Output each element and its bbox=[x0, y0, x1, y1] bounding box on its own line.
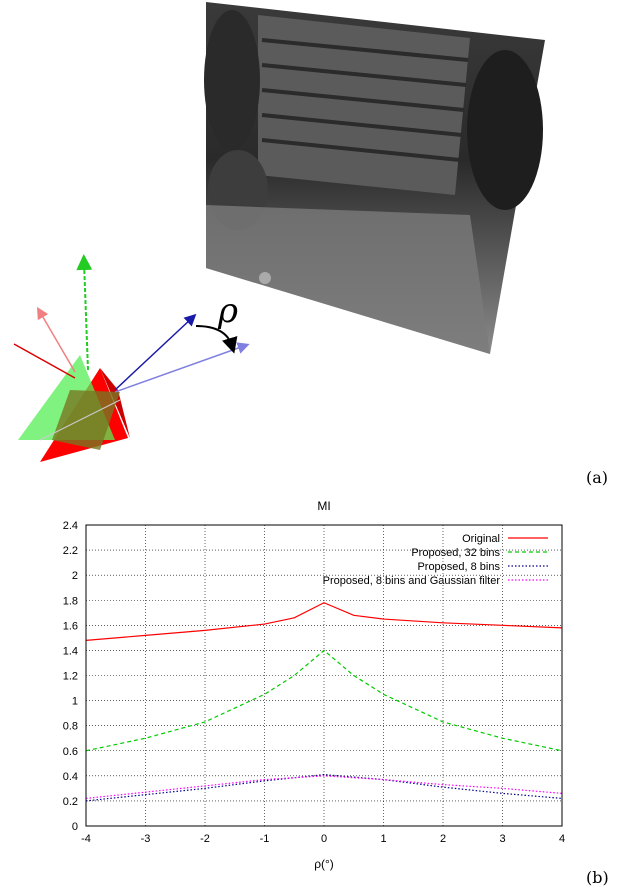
tick-labels: -4 -3 -2 -1 0 1 2 3 4 0 0.2 0.4 0.6 0.8 1 1.2 1.4 1.6 1.8 2… bbox=[63, 520, 565, 845]
y-tick-label: 1.6 bbox=[63, 620, 78, 632]
camera-scene-illustration: ρ bbox=[13, 2, 545, 462]
x-tick-label: 0 bbox=[321, 833, 327, 845]
y-tick-label: 1.4 bbox=[63, 645, 78, 657]
axis-pink bbox=[36, 306, 76, 373]
rotation-symbol: ρ bbox=[217, 291, 238, 331]
y-tick-label: 1 bbox=[72, 696, 78, 708]
x-tick-label: -3 bbox=[141, 833, 151, 845]
y-tick-label: 1.8 bbox=[63, 595, 78, 607]
series-line-1 bbox=[85, 649, 563, 752]
y-tick-label: 2.2 bbox=[63, 545, 78, 557]
x-tick-label: -2 bbox=[200, 833, 210, 845]
legend-label: Original bbox=[462, 533, 500, 545]
mi-chart: MI -4 -3 -2 -1 0 1 2 3 4 0 0.2 0.4 0.6 0.8 1 1.2 1.4 1.6 1… bbox=[63, 499, 565, 871]
y-tick-label: 0 bbox=[72, 821, 78, 833]
x-axis-label: ρ(°) bbox=[314, 857, 334, 871]
y-tick-label: 0.8 bbox=[63, 721, 78, 733]
axis-lightblue-rotated bbox=[114, 342, 250, 393]
panel-b-label: (b) bbox=[586, 868, 609, 887]
legend-label: Proposed, 32 bins bbox=[411, 547, 500, 559]
x-tick-label: 1 bbox=[380, 833, 386, 845]
legend-label: Proposed, 8 bins and Gaussian filter bbox=[323, 575, 501, 587]
panel-a-label: (a) bbox=[586, 468, 609, 487]
axis-green-vertical bbox=[76, 254, 93, 371]
y-tick-label: 1.2 bbox=[63, 671, 78, 683]
y-tick-label: 0.2 bbox=[63, 796, 78, 808]
series-line-2 bbox=[85, 773, 563, 802]
rotation-arc-icon bbox=[195, 325, 238, 354]
y-tick-label: 0.4 bbox=[63, 771, 78, 783]
legend: Original Proposed, 32 bins Proposed, 8 bin… bbox=[323, 533, 548, 587]
legend-label: Proposed, 8 bins bbox=[417, 561, 500, 573]
x-tick-label: -4 bbox=[81, 833, 91, 845]
y-tick-label: 0.6 bbox=[63, 746, 78, 758]
camera-pyramid-green bbox=[18, 355, 120, 450]
x-tick-label: -1 bbox=[260, 833, 270, 845]
y-tick-label: 2 bbox=[72, 570, 78, 582]
x-tick-label: 4 bbox=[559, 833, 565, 845]
series-group bbox=[85, 602, 563, 802]
y-tick-label: 2.4 bbox=[63, 520, 78, 532]
plot-frame bbox=[85, 524, 563, 827]
series-line-3 bbox=[85, 775, 563, 800]
image-plane bbox=[204, 2, 545, 354]
chart-title: MI bbox=[317, 499, 330, 513]
series-line-0 bbox=[85, 602, 563, 641]
axis-blue-optical bbox=[114, 313, 197, 391]
x-tick-label: 3 bbox=[499, 833, 505, 845]
x-tick-label: 2 bbox=[440, 833, 446, 845]
axis-faint bbox=[39, 399, 121, 441]
axis-red bbox=[13, 343, 76, 379]
